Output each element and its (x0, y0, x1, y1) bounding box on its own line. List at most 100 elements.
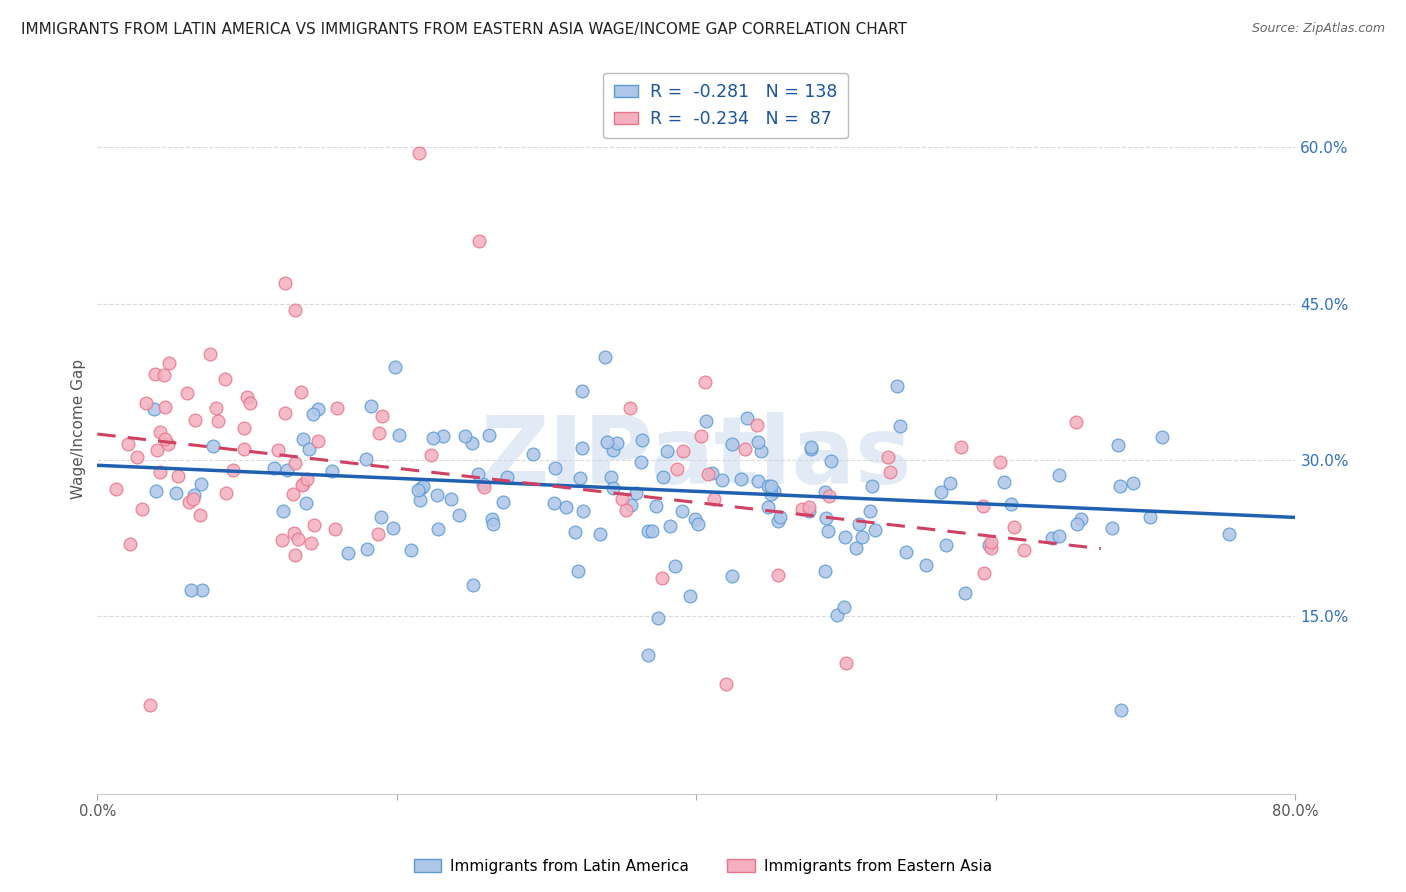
Point (412, 479, 434, 493)
Point (117, 437, 139, 451)
Point (190, 477, 212, 491)
Point (205, 401, 228, 415)
Point (834, 530, 856, 544)
Point (283, 302, 305, 317)
Point (180, 583, 202, 598)
Point (859, 503, 882, 517)
Point (284, 457, 307, 471)
Point (688, 517, 710, 532)
Point (817, 489, 839, 503)
Point (271, 533, 294, 548)
Point (980, 535, 1002, 549)
Point (1012, 542, 1035, 557)
Point (814, 564, 837, 578)
Point (522, 447, 544, 461)
Legend: Immigrants from Latin America, Immigrants from Eastern Asia: Immigrants from Latin America, Immigrant… (408, 853, 998, 880)
Point (153, 400, 176, 414)
Point (980, 541, 1002, 555)
Point (993, 475, 1015, 489)
Point (472, 480, 495, 494)
Point (478, 428, 501, 442)
Point (201, 439, 224, 453)
Point (284, 548, 307, 562)
Point (156, 437, 179, 451)
Point (863, 524, 886, 538)
Point (495, 470, 517, 484)
Point (371, 409, 394, 424)
Point (762, 483, 785, 498)
Point (1070, 512, 1092, 526)
Point (1002, 519, 1025, 533)
Text: ZIPatlas: ZIPatlas (481, 412, 912, 504)
Point (544, 461, 567, 475)
Point (215, 486, 238, 500)
Point (939, 476, 962, 491)
Point (1000, 497, 1022, 511)
Point (307, 434, 329, 448)
Point (292, 476, 315, 491)
Point (815, 511, 838, 525)
Point (973, 566, 995, 581)
Point (747, 435, 769, 450)
Point (291, 432, 314, 446)
Point (894, 544, 917, 558)
Point (468, 234, 491, 248)
Point (599, 470, 621, 484)
Point (366, 526, 388, 541)
Point (799, 440, 821, 454)
Text: Source: ZipAtlas.com: Source: ZipAtlas.com (1251, 22, 1385, 36)
Point (652, 470, 675, 484)
Point (672, 443, 695, 458)
Point (104, 483, 127, 497)
Point (198, 347, 221, 361)
Point (425, 488, 447, 502)
Point (179, 494, 201, 508)
Point (139, 698, 162, 712)
Point (1122, 475, 1144, 490)
Point (295, 472, 318, 486)
Point (1109, 479, 1132, 493)
Point (988, 455, 1011, 469)
Point (651, 571, 673, 585)
Point (149, 425, 172, 440)
Point (889, 419, 911, 434)
Point (655, 443, 678, 458)
Point (1047, 468, 1070, 483)
Point (167, 468, 190, 483)
Point (929, 485, 952, 500)
Point (647, 611, 669, 625)
Point (950, 440, 973, 454)
Point (283, 486, 305, 500)
Point (183, 488, 205, 502)
Point (482, 516, 505, 531)
Point (716, 677, 738, 691)
Text: IMMIGRANTS FROM LATIN AMERICA VS IMMIGRANTS FROM EASTERN ASIA WAGE/INCOME GAP CO: IMMIGRANTS FROM LATIN AMERICA VS IMMIGRA… (21, 22, 907, 37)
Point (606, 436, 628, 450)
Point (700, 466, 723, 480)
Point (769, 509, 792, 524)
Point (790, 501, 813, 516)
Point (766, 568, 789, 582)
Point (367, 426, 389, 441)
Point (759, 479, 782, 493)
Point (554, 500, 576, 515)
Point (274, 406, 297, 420)
Point (145, 483, 167, 498)
Point (703, 492, 725, 507)
Point (307, 402, 329, 417)
Point (602, 481, 624, 495)
Point (1111, 703, 1133, 717)
Point (301, 407, 323, 421)
Point (294, 495, 316, 509)
Point (543, 496, 565, 510)
Point (233, 421, 256, 435)
Point (860, 478, 883, 492)
Point (571, 504, 593, 518)
Point (1107, 438, 1129, 452)
Point (382, 521, 405, 535)
Point (191, 582, 214, 597)
Point (1047, 529, 1070, 543)
Point (825, 607, 848, 622)
Point (571, 384, 593, 398)
Point (735, 410, 758, 425)
